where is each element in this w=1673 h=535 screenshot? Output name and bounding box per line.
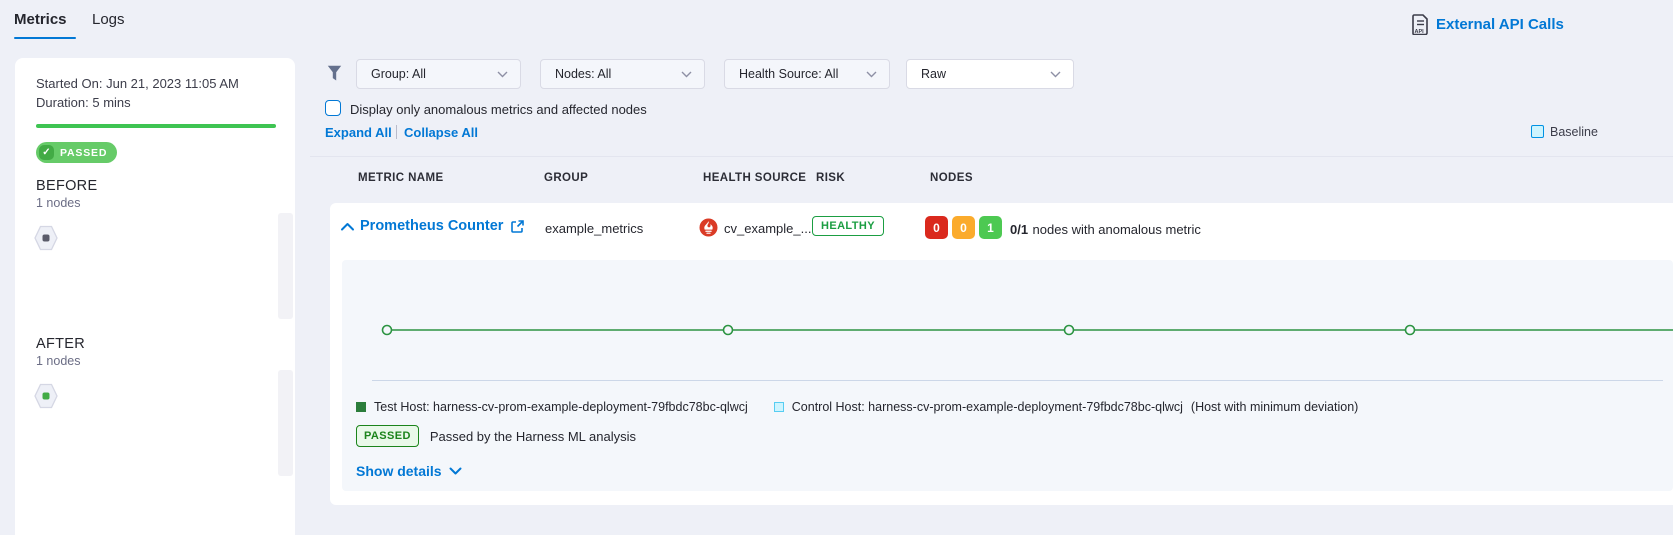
external-api-calls-link[interactable]: API External API Calls bbox=[1412, 14, 1564, 35]
data-type-dropdown[interactable]: Raw bbox=[906, 59, 1074, 89]
control-host-label: Control Host: harness-cv-prom-example-de… bbox=[791, 400, 1183, 414]
group-filter-value: Group: All bbox=[371, 67, 426, 81]
metric-name-link[interactable]: Prometheus Counter bbox=[360, 218, 504, 234]
tab-logs[interactable]: Logs bbox=[92, 11, 125, 28]
duration-text: Duration: 5 mins bbox=[36, 95, 131, 110]
column-header-risk: RISK bbox=[816, 172, 846, 184]
tab-metrics[interactable]: Metrics bbox=[14, 11, 67, 28]
summary-panel: Started On: Jun 21, 2023 11:05 AM Durati… bbox=[15, 58, 295, 535]
ml-verdict-text: Passed by the Harness ML analysis bbox=[429, 428, 636, 444]
chevron-down-icon bbox=[866, 71, 877, 77]
health-source-value: cv_example_... bbox=[724, 221, 812, 236]
chart-footer-divider bbox=[372, 380, 1663, 381]
svg-text:API: API bbox=[1415, 29, 1425, 35]
after-node-count: 1 nodes bbox=[36, 354, 81, 368]
node-badge-amber: 0 bbox=[952, 216, 975, 239]
nodes-filter-dropdown[interactable]: Nodes: All bbox=[540, 59, 705, 89]
control-host-note: (Host with minimum deviation) bbox=[1190, 400, 1359, 414]
baseline-checkbox[interactable] bbox=[1531, 125, 1544, 138]
started-on-text: Started On: Jun 21, 2023 11:05 AM bbox=[36, 76, 239, 91]
after-node-hexagon-icon[interactable] bbox=[34, 383, 58, 414]
chart-legend: Test Host: harness-cv-prom-example-deplo… bbox=[356, 400, 1358, 414]
metric-chart-panel: Test Host: harness-cv-prom-example-deplo… bbox=[342, 260, 1673, 491]
nodes-summary-count: 0/1 bbox=[1010, 222, 1029, 237]
external-link-icon[interactable] bbox=[511, 219, 525, 233]
before-nodes-scrollbar[interactable] bbox=[278, 213, 293, 319]
collapse-row-chevron-up-icon[interactable] bbox=[339, 220, 356, 238]
test-host-label: Test Host: harness-cv-prom-example-deplo… bbox=[374, 400, 748, 414]
prometheus-icon bbox=[699, 218, 718, 242]
nodes-summary-text: nodes with anomalous metric bbox=[1032, 222, 1201, 237]
filter-icon bbox=[327, 65, 342, 87]
api-doc-icon: API bbox=[1412, 14, 1429, 35]
nodes-filter-value: Nodes: All bbox=[555, 67, 612, 81]
external-api-calls-label: External API Calls bbox=[1436, 16, 1564, 33]
health-source-filter-value: Health Source: All bbox=[739, 67, 839, 81]
after-nodes-scrollbar[interactable] bbox=[278, 370, 293, 476]
status-badge-label: PASSED bbox=[60, 146, 108, 159]
show-details-label: Show details bbox=[356, 463, 442, 479]
before-node-count: 1 nodes bbox=[36, 196, 81, 210]
ml-verdict-badge: PASSED bbox=[356, 425, 419, 447]
anomalous-only-checkbox[interactable] bbox=[325, 100, 341, 116]
control-host-swatch-icon bbox=[773, 402, 784, 412]
health-source-filter-dropdown[interactable]: Health Source: All bbox=[724, 59, 890, 89]
test-host-swatch-icon bbox=[356, 402, 366, 412]
baseline-label: Baseline bbox=[1550, 125, 1598, 139]
chevron-down-icon bbox=[681, 71, 692, 77]
link-separator bbox=[396, 125, 397, 139]
column-header-group: GROUP bbox=[544, 172, 589, 184]
column-header-health-source: HEALTH SOURCE bbox=[703, 172, 807, 184]
expand-all-link[interactable]: Expand All bbox=[325, 125, 392, 140]
node-badge-red: 0 bbox=[925, 216, 948, 239]
chevron-down-icon bbox=[1050, 71, 1061, 77]
risk-status-badge: HEALTHY bbox=[812, 216, 884, 236]
group-filter-dropdown[interactable]: Group: All bbox=[356, 59, 521, 89]
anomalous-only-label: Display only anomalous metrics and affec… bbox=[350, 102, 647, 117]
status-badge: ✓ PASSED bbox=[36, 142, 118, 163]
chevron-down-icon bbox=[497, 71, 508, 77]
after-section-title: AFTER bbox=[36, 336, 86, 352]
active-tab-indicator bbox=[14, 37, 76, 39]
node-badge-green: 1 bbox=[979, 216, 1002, 239]
verification-progress-bar bbox=[36, 124, 276, 128]
content-divider bbox=[310, 156, 1673, 157]
group-value: example_metrics bbox=[545, 221, 644, 236]
timeline-chart[interactable] bbox=[342, 260, 1673, 380]
data-type-value: Raw bbox=[921, 67, 947, 81]
column-header-nodes: NODES bbox=[930, 172, 973, 184]
column-header-metric-name: METRIC NAME bbox=[358, 172, 444, 184]
before-node-hexagon-icon[interactable] bbox=[34, 225, 58, 256]
before-section-title: BEFORE bbox=[36, 178, 98, 194]
check-icon: ✓ bbox=[39, 145, 54, 160]
show-details-link[interactable]: Show details bbox=[356, 463, 462, 479]
chevron-down-icon bbox=[449, 467, 462, 474]
collapse-all-link[interactable]: Collapse All bbox=[404, 125, 478, 140]
